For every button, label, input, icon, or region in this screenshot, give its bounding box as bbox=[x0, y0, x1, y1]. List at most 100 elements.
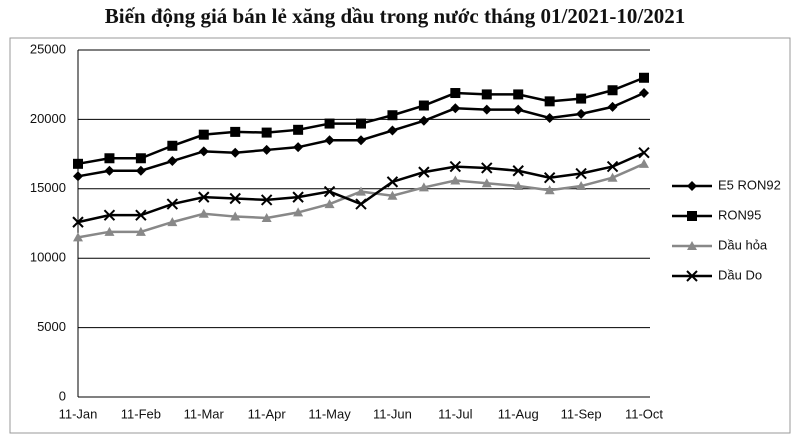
y-tick-label: 25000 bbox=[30, 41, 66, 56]
marker bbox=[260, 194, 273, 206]
marker bbox=[198, 208, 209, 218]
series-line bbox=[77, 162, 645, 239]
marker bbox=[230, 211, 241, 221]
marker bbox=[355, 198, 367, 210]
marker bbox=[293, 124, 304, 135]
marker bbox=[135, 209, 147, 221]
marker bbox=[513, 104, 524, 115]
x-tick-label: 11-Jan bbox=[59, 406, 98, 421]
y-tick-label: 0 bbox=[59, 388, 66, 403]
marker bbox=[450, 88, 461, 99]
marker bbox=[323, 185, 336, 198]
chart-frame bbox=[9, 37, 791, 434]
marker bbox=[544, 96, 555, 107]
marker bbox=[387, 190, 398, 200]
marker bbox=[104, 153, 115, 164]
marker bbox=[104, 165, 115, 176]
marker bbox=[230, 147, 241, 158]
y-tick-label: 20000 bbox=[30, 111, 66, 126]
marker bbox=[687, 181, 697, 191]
marker bbox=[481, 89, 492, 100]
marker bbox=[575, 167, 587, 180]
marker bbox=[687, 211, 697, 221]
marker bbox=[607, 85, 618, 96]
marker bbox=[481, 178, 492, 188]
marker bbox=[104, 226, 115, 236]
marker bbox=[418, 115, 429, 126]
marker bbox=[639, 158, 649, 168]
marker bbox=[543, 171, 556, 184]
marker bbox=[167, 217, 178, 227]
marker bbox=[386, 176, 399, 188]
marker bbox=[576, 181, 587, 191]
marker bbox=[324, 135, 335, 146]
x-tick-label: 11-May bbox=[308, 406, 351, 421]
marker bbox=[607, 172, 618, 182]
marker bbox=[639, 88, 649, 99]
legend-label: RON95 bbox=[718, 207, 761, 222]
marker bbox=[450, 175, 461, 185]
marker bbox=[230, 126, 241, 137]
x-tick-label: 11-Jun bbox=[373, 406, 412, 421]
legend-label: Dầu Do bbox=[718, 267, 762, 282]
marker bbox=[198, 146, 209, 157]
marker bbox=[229, 192, 241, 205]
marker bbox=[387, 110, 398, 121]
marker bbox=[135, 226, 146, 236]
marker bbox=[261, 127, 272, 138]
legend-label: E5 RON92 bbox=[718, 177, 781, 192]
y-tick-label: 5000 bbox=[37, 319, 66, 334]
marker bbox=[512, 165, 524, 177]
marker bbox=[418, 182, 429, 192]
marker bbox=[544, 185, 555, 195]
marker bbox=[449, 160, 462, 173]
x-tick-label: 11-Aug bbox=[498, 406, 539, 421]
marker bbox=[687, 241, 697, 250]
series-line bbox=[77, 91, 645, 178]
marker bbox=[387, 125, 398, 136]
x-tick-label: 11-Oct bbox=[625, 406, 663, 421]
marker bbox=[639, 72, 649, 83]
marker bbox=[418, 100, 429, 111]
marker bbox=[135, 165, 146, 176]
marker bbox=[292, 191, 304, 203]
marker bbox=[167, 156, 178, 167]
marker bbox=[293, 207, 304, 217]
x-tick-label: 11-Jul bbox=[438, 406, 473, 421]
x-tick-label: 11-Sep bbox=[561, 406, 602, 421]
marker bbox=[576, 93, 587, 104]
marker bbox=[324, 118, 335, 129]
y-tick-label: 15000 bbox=[30, 180, 66, 195]
marker bbox=[450, 103, 461, 114]
x-tick-label: 11-Apr bbox=[248, 406, 287, 421]
marker bbox=[513, 89, 524, 100]
marker bbox=[198, 129, 209, 140]
marker bbox=[135, 153, 146, 164]
marker bbox=[513, 181, 524, 191]
marker bbox=[324, 199, 335, 209]
marker bbox=[166, 198, 179, 210]
marker bbox=[356, 118, 366, 129]
y-tick-label: 10000 bbox=[30, 250, 66, 265]
x-tick-label: 11-Mar bbox=[184, 406, 225, 421]
marker bbox=[576, 108, 587, 119]
marker bbox=[73, 158, 83, 169]
marker bbox=[544, 113, 555, 124]
marker bbox=[638, 147, 650, 159]
marker bbox=[261, 144, 272, 155]
marker bbox=[167, 140, 178, 151]
marker bbox=[72, 216, 84, 228]
marker bbox=[607, 101, 618, 112]
marker bbox=[418, 166, 430, 178]
marker bbox=[686, 270, 698, 282]
marker bbox=[481, 104, 492, 115]
chart-title: Biến động giá bán lẻ xăng dầu trong nước… bbox=[105, 4, 685, 28]
marker bbox=[481, 162, 493, 174]
marker bbox=[356, 135, 366, 146]
legend-label: Dầu hỏa bbox=[718, 237, 768, 252]
marker bbox=[198, 191, 210, 203]
marker bbox=[103, 209, 116, 221]
marker bbox=[293, 142, 304, 153]
marker bbox=[73, 232, 83, 242]
x-tick-label: 11-Feb bbox=[121, 406, 161, 421]
